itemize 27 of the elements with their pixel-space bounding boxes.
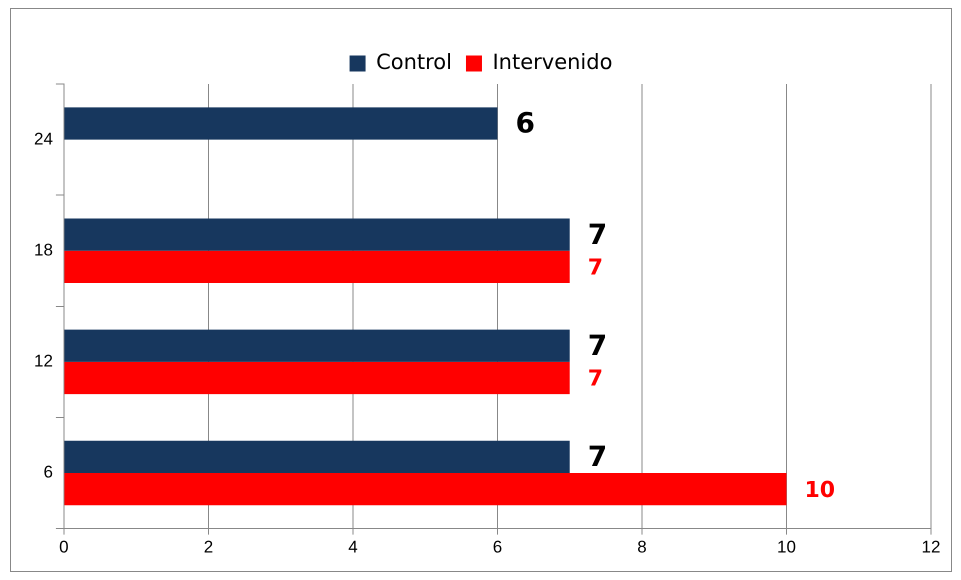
y-tick-label: 24 <box>34 129 53 148</box>
x-tick-label: 10 <box>777 537 796 556</box>
data-label: 7 <box>588 256 604 281</box>
data-label: 7 <box>588 218 608 251</box>
x-tick-label: 2 <box>204 537 214 556</box>
x-tick-label: 8 <box>637 537 647 556</box>
x-tick-label: 6 <box>492 537 502 556</box>
bar <box>64 218 570 251</box>
data-label: 6 <box>515 106 535 140</box>
x-tick-label: 4 <box>348 537 358 556</box>
legend-label: Intervenido <box>492 50 612 74</box>
y-tick-label: 12 <box>34 352 53 371</box>
data-label: 7 <box>588 329 608 362</box>
bar <box>64 107 498 140</box>
bar <box>64 250 570 283</box>
data-label: 7 <box>588 440 608 474</box>
bar <box>64 362 570 394</box>
x-tick-label: 0 <box>59 537 69 556</box>
bar <box>64 330 570 362</box>
data-label: 10 <box>804 478 836 503</box>
legend-label: Control <box>376 50 452 74</box>
y-tick-label: 18 <box>34 240 53 260</box>
bar <box>64 473 786 506</box>
data-label: 7 <box>588 366 604 392</box>
x-tick-label: 12 <box>922 537 940 556</box>
bar <box>64 440 570 474</box>
y-tick-label: 6 <box>43 462 53 482</box>
